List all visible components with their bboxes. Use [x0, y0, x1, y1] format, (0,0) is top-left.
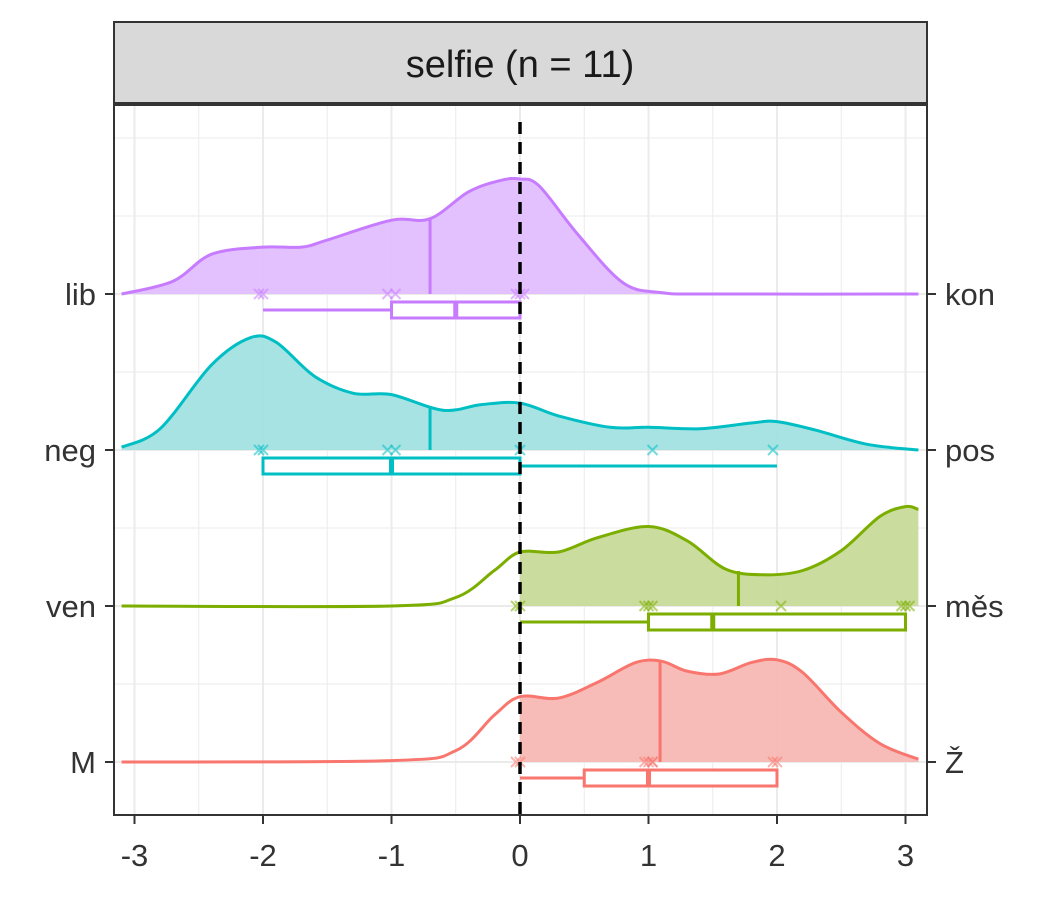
data-point	[253, 288, 265, 300]
facet-strip-background	[113, 21, 928, 104]
data-point	[638, 600, 651, 612]
data-point	[899, 600, 912, 612]
x-axis: -3 -2 -1 0 1 2 3	[121, 815, 914, 873]
y-tick-label-right: kon	[945, 277, 995, 312]
density-curve	[121, 176, 919, 296]
y-tick-label-right: pos	[945, 433, 995, 468]
ridge-series	[120, 334, 919, 476]
density-curve	[120, 334, 919, 452]
data-point	[646, 444, 659, 456]
x-tick-label: 3	[897, 838, 914, 873]
data-point	[642, 600, 655, 612]
density-fill	[121, 178, 919, 295]
density-fill	[520, 659, 919, 762]
x-tick-label: 2	[768, 838, 785, 873]
y-tick-label-left: ven	[46, 589, 96, 624]
ridge-series	[121, 504, 919, 632]
density-curve	[121, 504, 919, 609]
data-point	[381, 444, 394, 456]
data-point	[767, 444, 779, 456]
data-point	[646, 756, 659, 768]
x-tick-label: -2	[249, 838, 277, 873]
ridges	[120, 176, 919, 788]
facet-title: selfie (n = 11)	[406, 44, 634, 86]
x-tick-label: 1	[640, 838, 657, 873]
y-tick-label-left: M	[70, 745, 96, 780]
data-point	[257, 288, 269, 300]
ridge-series	[121, 176, 919, 320]
x-tick-label: 0	[511, 838, 528, 873]
box-iqr	[647, 612, 907, 632]
y-tick-label-left: lib	[65, 277, 96, 312]
data-point	[767, 756, 779, 768]
data-point	[381, 288, 394, 300]
y-tick-label-right: Ž	[945, 745, 964, 780]
x-tick-label: -1	[378, 838, 406, 873]
data-point	[642, 756, 655, 768]
y-tick-label-left: neg	[44, 433, 96, 468]
density-fill	[121, 335, 919, 450]
ridge-series	[121, 657, 919, 788]
facet-strip: selfie (n = 11)	[113, 21, 928, 104]
box-iqr	[582, 768, 779, 788]
data-point	[253, 444, 265, 456]
density-curve	[121, 657, 919, 764]
data-point	[771, 756, 783, 768]
data-point	[257, 444, 269, 456]
x-tick-label: -3	[121, 838, 149, 873]
data-point	[775, 600, 787, 612]
y-tick-label-right: měs	[945, 589, 1004, 624]
data-point	[903, 600, 916, 612]
